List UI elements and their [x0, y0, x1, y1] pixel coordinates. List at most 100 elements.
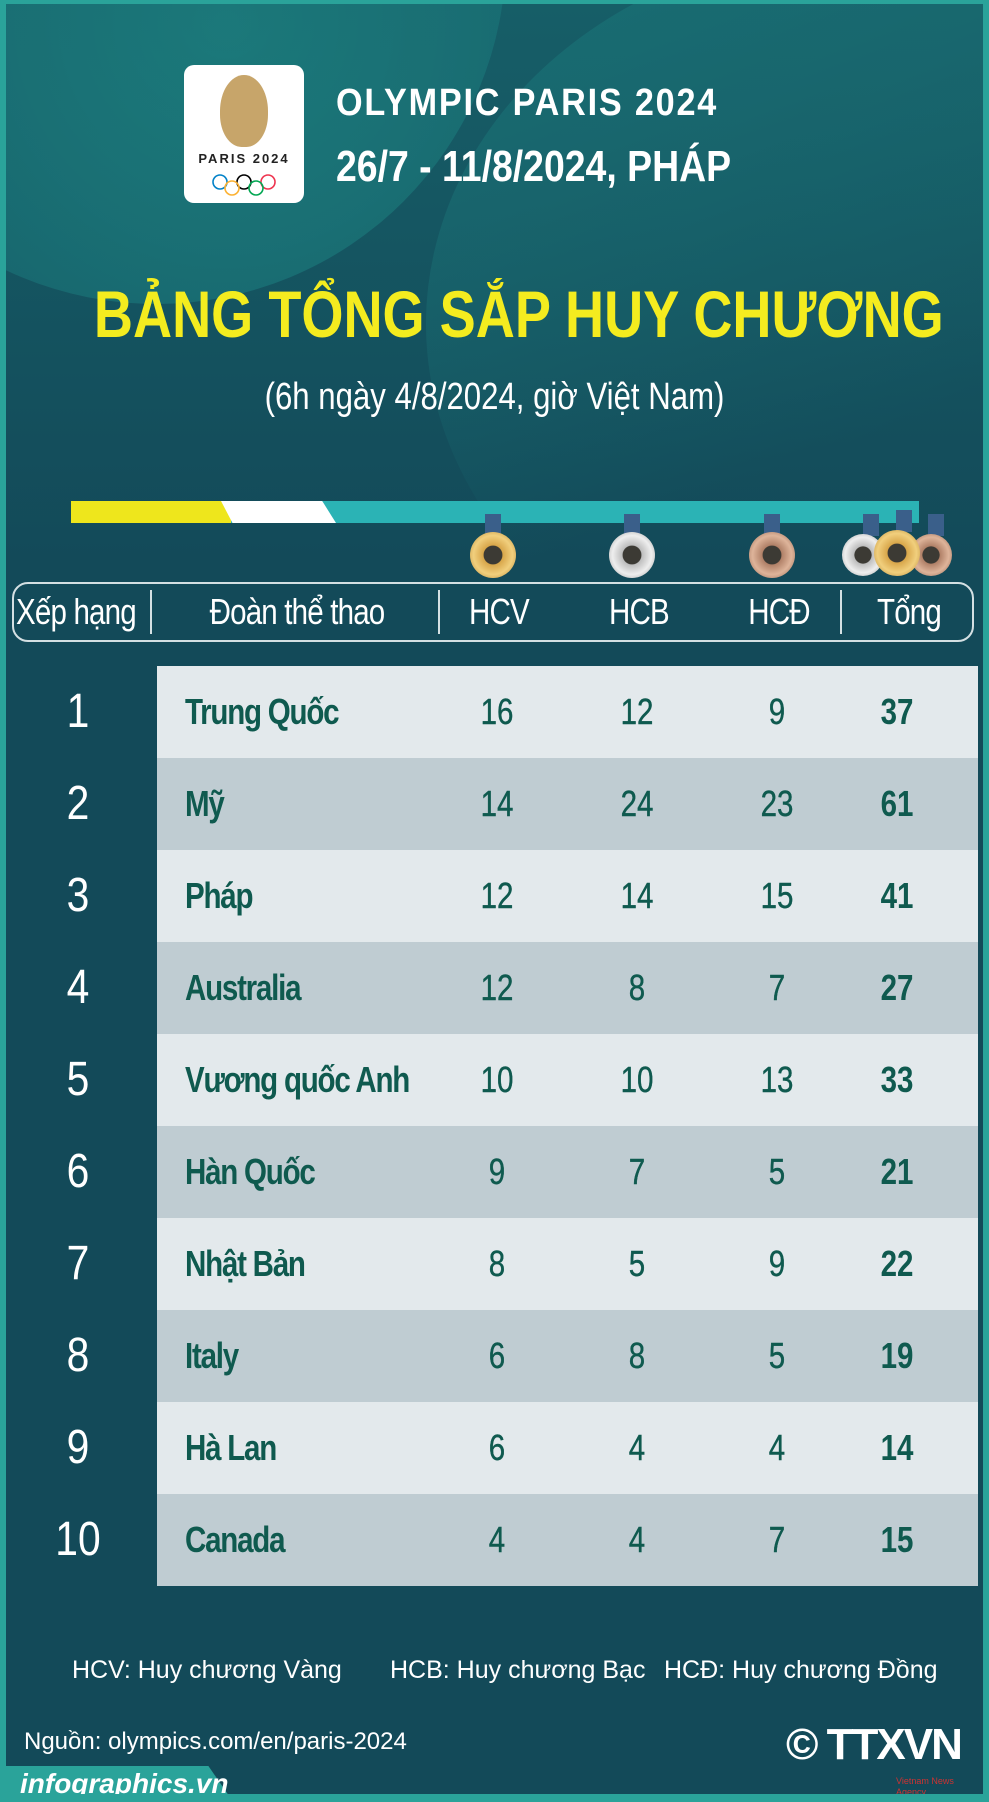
paris-2024-logo: PARIS 2024	[184, 65, 304, 203]
total-count: 19	[880, 1335, 914, 1376]
total-count: 41	[880, 875, 914, 916]
team-name: Canada	[185, 1519, 285, 1560]
gold-count: 6	[488, 1335, 506, 1376]
gold-count: 10	[480, 1059, 514, 1100]
page-subtitle: (6h ngày 4/8/2024, giờ Việt Nam)	[264, 376, 725, 418]
event-dates: 26/7 - 11/8/2024, PHÁP	[336, 142, 732, 191]
team-name: Trung Quốc	[185, 691, 340, 732]
table-row: Nhật Bản 8 5 9 22	[157, 1218, 978, 1310]
gold-count: 12	[480, 875, 514, 916]
team-name: Italy	[185, 1335, 239, 1376]
background-gradient	[6, 4, 983, 564]
silver-count: 24	[620, 783, 654, 824]
legend-silver: HCB: Huy chương Bạc	[390, 1656, 646, 1684]
rank-number: 1	[66, 685, 90, 738]
team-name: Mỹ	[185, 783, 225, 824]
rank-number: 3	[66, 869, 90, 922]
total-count: 27	[880, 967, 914, 1008]
total-count: 61	[880, 783, 914, 824]
bronze-count: 7	[768, 967, 786, 1008]
table-row: Canada 4 4 7 15	[157, 1494, 978, 1586]
silver-count: 12	[620, 691, 654, 732]
site-badge	[6, 1766, 236, 1794]
table-row: Australia 12 8 7 27	[157, 942, 978, 1034]
column-header-total: Tổng	[876, 591, 942, 632]
legend-bronze: HCĐ: Huy chương Đồng	[664, 1656, 938, 1684]
flame-icon	[220, 75, 268, 147]
source-text: Nguồn: olympics.com/en/paris-2024	[24, 1728, 407, 1755]
silver-count: 4	[628, 1427, 646, 1468]
agency-text: Vietnam News Agency	[896, 1776, 954, 1794]
table-row: Hà Lan 6 4 4 14	[157, 1402, 978, 1494]
total-count: 15	[880, 1519, 914, 1560]
olympic-rings-icon	[212, 174, 276, 196]
bronze-count: 9	[768, 691, 786, 732]
table-row: Mỹ 14 24 23 61	[157, 758, 978, 850]
column-header-silver: HCB	[609, 591, 670, 632]
rank-number: 8	[66, 1329, 90, 1382]
ribbon-icon	[485, 514, 501, 536]
team-name: Nhật Bản	[185, 1243, 306, 1284]
ribbon-icon	[863, 514, 879, 536]
gold-medal-icon	[470, 532, 516, 578]
silver-count: 8	[628, 967, 646, 1008]
logo-text: PARIS 2024	[198, 151, 290, 166]
column-header-bronze: HCĐ	[748, 591, 810, 632]
bronze-count: 15	[760, 875, 794, 916]
ribbon-icon	[764, 514, 780, 536]
site-name: infographics.vn	[20, 1768, 229, 1794]
decorative-stripe	[71, 501, 919, 523]
column-header-rank: Xếp hạng	[16, 591, 137, 632]
bronze-count: 5	[768, 1335, 786, 1376]
ribbon-icon	[624, 514, 640, 536]
gold-count: 12	[480, 967, 514, 1008]
team-name: Australia	[185, 967, 301, 1008]
silver-count: 14	[620, 875, 654, 916]
ribbon-icon	[928, 514, 944, 536]
gold-count: 9	[488, 1151, 506, 1192]
table-row: Pháp 12 14 15 41	[157, 850, 978, 942]
rank-number: 6	[66, 1145, 90, 1198]
total-count: 33	[880, 1059, 914, 1100]
rank-number: 5	[66, 1053, 90, 1106]
team-name: Hàn Quốc	[185, 1151, 316, 1192]
bronze-count: 23	[760, 783, 794, 824]
column-header-gold: HCV	[469, 591, 530, 632]
infographic: PARIS 2024 OLYMPIC PARIS 2024 26/7 - 11/…	[6, 4, 983, 1794]
table-row: Hàn Quốc 9 7 5 21	[157, 1126, 978, 1218]
silver-count: 7	[628, 1151, 646, 1192]
gold-medal-icon	[874, 530, 920, 576]
bronze-count: 9	[768, 1243, 786, 1284]
rank-number: 10	[55, 1513, 101, 1566]
rank-number: 2	[66, 777, 90, 830]
rank-number: 4	[66, 961, 90, 1014]
table-row: Vương quốc Anh 10 10 13 33	[157, 1034, 978, 1126]
silver-medal-icon	[609, 532, 655, 578]
gold-count: 6	[488, 1427, 506, 1468]
total-count: 14	[880, 1427, 914, 1468]
team-name: Hà Lan	[185, 1427, 277, 1468]
table-header: Xếp hạng Đoàn thể thao HCV HCB HCĐ Tổng	[12, 582, 974, 642]
bronze-count: 13	[760, 1059, 794, 1100]
team-name: Vương quốc Anh	[185, 1059, 410, 1100]
gold-count: 14	[480, 783, 514, 824]
total-count: 37	[880, 691, 914, 732]
column-header-team: Đoàn thể thao	[209, 591, 386, 632]
silver-count: 8	[628, 1335, 646, 1376]
silver-count: 10	[620, 1059, 654, 1100]
rank-number: 9	[66, 1421, 90, 1474]
legend-gold: HCV: Huy chương Vàng	[72, 1656, 342, 1684]
bronze-medal-icon	[749, 532, 795, 578]
table-row: Italy 6 8 5 19	[157, 1310, 978, 1402]
bronze-count: 4	[768, 1427, 786, 1468]
gold-count: 8	[488, 1243, 506, 1284]
silver-count: 4	[628, 1519, 646, 1560]
gold-count: 4	[488, 1519, 506, 1560]
rank-number: 7	[66, 1237, 90, 1290]
team-name: Pháp	[185, 875, 253, 916]
table-row: Trung Quốc 16 12 9 37	[157, 666, 978, 758]
event-name: OLYMPIC PARIS 2024	[336, 82, 719, 124]
total-count: 21	[880, 1151, 914, 1192]
gold-count: 16	[480, 691, 514, 732]
total-count: 22	[880, 1243, 914, 1284]
